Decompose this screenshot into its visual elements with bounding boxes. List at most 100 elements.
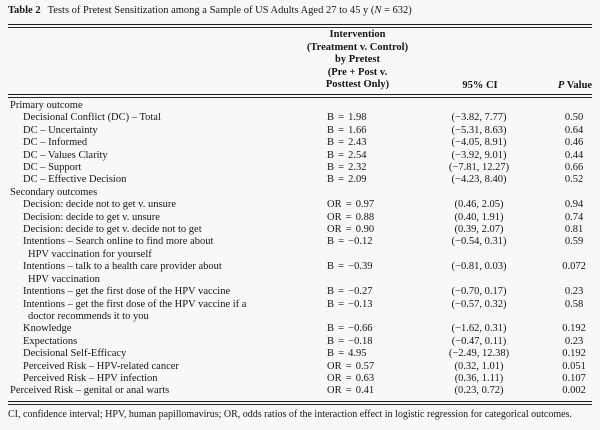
intervention-header-line: Intervention: [329, 29, 386, 40]
row-p-value: 0.051: [562, 360, 586, 372]
row-label: Intentions – get the first dose of the H…: [23, 298, 247, 310]
row-label: Decisional Conflict (DC) – Total: [23, 112, 161, 124]
row-label: Decisional Self-Efficacy: [23, 348, 127, 360]
row-p-value: 0.192: [562, 348, 586, 360]
row-p-value: 0.58: [564, 298, 584, 310]
table-row: Secondary outcomes: [8, 187, 592, 199]
row-effect-estimate: B = −0.12: [327, 236, 373, 248]
row-confidence-interval: (0.40, 1.91): [454, 211, 504, 223]
p-value-rest: Value: [564, 80, 593, 91]
table-row: DC – Support B = 2.32 (−7.81, 12.27) 0.66: [8, 162, 592, 174]
row-label: Perceived Risk – HPV infection: [23, 372, 158, 384]
row-confidence-interval: (−2.49, 12.38): [448, 348, 510, 360]
row-effect-estimate: B = 1.66: [327, 124, 367, 136]
row-confidence-interval: (0.32, 1.01): [454, 360, 504, 372]
row-effect-estimate: OR = 0.90: [327, 224, 375, 236]
table-row: Expectations B = −0.18 (−0.47, 0.11) 0.23: [8, 336, 592, 348]
table-row: HPV vaccination: [8, 274, 592, 286]
row-p-value: 0.44: [564, 149, 584, 161]
row-label: Decision: decide not to get v. unsure: [23, 199, 176, 211]
row-confidence-interval: (−0.54, 0.31): [451, 236, 507, 248]
row-confidence-interval: (−7.81, 12.27): [448, 162, 510, 174]
row-confidence-interval: (−5.31, 8.63): [451, 124, 507, 136]
row-effect-estimate: B = −0.66: [327, 323, 373, 335]
row-confidence-interval: (−0.81, 0.03): [451, 261, 507, 273]
row-p-value: 0.23: [564, 286, 584, 298]
p-italic: P: [557, 80, 565, 91]
row-p-value: 0.81: [564, 224, 584, 236]
column-header-intervention: Intervention (Treatment v. Control) by P…: [280, 29, 435, 92]
row-label: Expectations: [23, 335, 78, 347]
table-row: Intentions – talk to a health care provi…: [8, 261, 592, 273]
row-confidence-interval: (−0.57, 0.32): [451, 298, 507, 310]
table-row: Decisional Self-Efficacy B = 4.95 (−2.49, …: [8, 348, 592, 360]
row-effect-estimate: OR = 0.63: [327, 372, 375, 384]
row-label: Intentions – talk to a health care provi…: [23, 261, 222, 273]
row-label: DC – Values Clarity: [23, 149, 108, 161]
row-effect-estimate: B = 2.54: [327, 149, 367, 161]
top-rule: [8, 24, 592, 28]
column-header-p-value: P Value: [535, 80, 600, 93]
table-row: Decision: decide to get v. decide not to…: [8, 224, 592, 236]
row-label: Secondary outcomes: [10, 186, 98, 198]
row-effect-estimate: OR = 0.41: [327, 385, 375, 397]
row-confidence-interval: (0.36, 1.11): [454, 372, 504, 384]
table-footnote: CI, confidence interval; HPV, human papi…: [8, 409, 572, 420]
header-rule: [8, 94, 592, 98]
table-row: DC – Informed B = 2.43 (−4.05, 8.91) 0.46: [8, 137, 592, 149]
table-row: Perceived Risk – HPV-related cancer OR = …: [8, 361, 592, 373]
row-label: Intentions – Search online to find more …: [23, 236, 214, 248]
table-title-tail: = 632): [381, 5, 412, 16]
table-title: Table 2 Tests of Pretest Sensitization am…: [8, 4, 412, 17]
row-confidence-interval: (−3.82, 7.77): [451, 112, 507, 124]
table-title-n-variable: N: [374, 5, 382, 16]
row-label: DC – Uncertainty: [23, 124, 98, 136]
table-row: Primary outcome: [8, 100, 592, 112]
table-number: Table 2: [8, 5, 41, 16]
intervention-header-line: by Pretest: [335, 54, 380, 66]
table-row: DC – Values Clarity B = 2.54 (−3.92, 9.01)…: [8, 150, 592, 162]
row-p-value: 0.74: [564, 211, 584, 223]
row-label: Perceived Risk – genital or anal warts: [10, 385, 170, 397]
intervention-header-line: (Treatment v. Control): [306, 41, 409, 53]
row-effect-estimate: OR = 0.97: [327, 199, 375, 211]
table-row: DC – Uncertainty B = 1.66 (−5.31, 8.63) 0.6…: [8, 125, 592, 137]
table-row: Perceived Risk – HPV infection OR = 0.63 (…: [8, 373, 592, 385]
row-p-value: 0.52: [564, 174, 584, 186]
row-effect-estimate: OR = 0.88: [327, 211, 375, 223]
row-label: HPV vaccination for yourself: [28, 248, 152, 260]
row-confidence-interval: (−4.05, 8.91): [451, 137, 507, 149]
row-label: DC – Support: [23, 162, 82, 174]
row-p-value: 0.50: [564, 112, 584, 124]
row-label: DC – Informed: [23, 137, 88, 149]
row-p-value: 0.23: [564, 335, 584, 347]
table-row: Perceived Risk – genital or anal warts OR…: [8, 385, 592, 397]
row-label: Knowledge: [23, 323, 72, 335]
table-row: Decisional Conflict (DC) – Total B = 1.98…: [8, 112, 592, 124]
row-effect-estimate: B = 1.98: [327, 112, 367, 124]
row-effect-estimate: B = 2.32: [327, 162, 367, 174]
row-p-value: 0.94: [564, 199, 584, 211]
row-effect-estimate: B = −0.13: [327, 298, 373, 310]
row-effect-estimate: OR = 0.57: [327, 360, 375, 372]
row-p-value: 0.66: [564, 162, 584, 174]
row-p-value: 0.107: [562, 372, 586, 384]
row-effect-estimate: B = −0.18: [327, 335, 373, 347]
row-p-value: 0.072: [562, 261, 586, 273]
row-label: doctor recommends it to you: [28, 310, 149, 322]
row-confidence-interval: (0.39, 2.07): [454, 224, 504, 236]
row-label: DC – Effective Decision: [23, 174, 127, 186]
table-row: HPV vaccination for yourself: [8, 249, 592, 261]
row-confidence-interval: (0.23, 0.72): [454, 385, 504, 397]
table-row: DC – Effective Decision B = 2.09 (−4.23, 8…: [8, 174, 592, 186]
row-confidence-interval: (0.46, 2.05): [454, 199, 504, 211]
intervention-header-line: Posttest Only): [325, 79, 390, 91]
intervention-header-line: (Pre + Post v.: [327, 66, 388, 78]
row-confidence-interval: (−3.92, 9.01): [451, 149, 507, 161]
row-label: Perceived Risk – HPV-related cancer: [23, 360, 179, 372]
row-effect-estimate: B = −0.27: [327, 286, 373, 298]
row-p-value: 0.192: [562, 323, 586, 335]
row-effect-estimate: B = 4.95: [327, 348, 367, 360]
row-confidence-interval: (−4.23, 8.40): [451, 174, 507, 186]
table-row: Intentions – Search online to find more …: [8, 236, 592, 248]
